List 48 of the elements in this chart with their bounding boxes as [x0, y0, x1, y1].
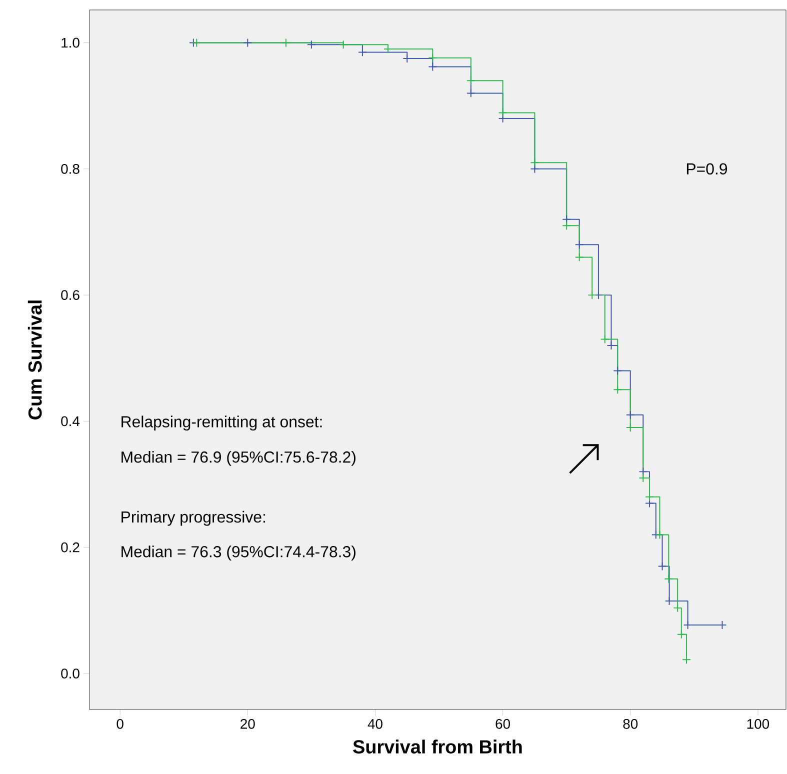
- point: [676, 630, 686, 639]
- y-tick-label: 0.6: [61, 290, 80, 300]
- y-tick-label: 1.0: [62, 38, 80, 48]
- point: [192, 38, 202, 48]
- point: [466, 88, 476, 98]
- point: [626, 410, 635, 420]
- point: [243, 38, 252, 48]
- annotation: Median = 76.9 (95%CI:75.6-78.2): [122, 450, 356, 466]
- annotation: P=0.9: [686, 163, 728, 174]
- y-tick-label: 0.0: [61, 668, 80, 678]
- point: [594, 290, 603, 300]
- point: [428, 53, 438, 62]
- point: [338, 40, 348, 49]
- point: [664, 574, 674, 584]
- point: [600, 334, 610, 344]
- point: [613, 366, 622, 376]
- y-axis-title: Cum Survival: [28, 300, 42, 420]
- point: [574, 240, 584, 249]
- point: [658, 562, 667, 571]
- point: [498, 108, 508, 118]
- point: [530, 164, 540, 174]
- point: [655, 530, 664, 540]
- point: [562, 214, 572, 224]
- x-tick-label: 0: [116, 718, 124, 729]
- point: [466, 76, 476, 85]
- y-tick-label: 0.2: [61, 542, 80, 552]
- x-tick-label: 60: [496, 718, 510, 729]
- point: [588, 290, 597, 300]
- x-axis-title: Survival from Birth: [353, 740, 522, 754]
- annotation: Median = 76.3 (95%CI:74.4-78.3): [122, 546, 356, 560]
- point: [358, 48, 367, 57]
- point: [562, 221, 572, 230]
- y-tick-label: 0.4: [61, 416, 80, 426]
- point: [281, 38, 290, 48]
- point: [638, 467, 648, 476]
- x-tick-label: 80: [623, 718, 638, 729]
- point: [428, 62, 438, 72]
- x-tick-label: 100: [747, 718, 770, 729]
- x-tick-label: 40: [368, 718, 382, 729]
- y-tick-label: 0.8: [61, 164, 80, 174]
- point: [673, 603, 682, 612]
- point: [306, 40, 316, 49]
- point: [613, 385, 622, 394]
- annotation: Relapsing-remitting at onset:: [122, 416, 322, 430]
- point: [530, 158, 540, 167]
- annotation: Primary progressive:: [122, 510, 265, 526]
- x-tick-label: 20: [240, 718, 255, 729]
- point: [574, 252, 584, 262]
